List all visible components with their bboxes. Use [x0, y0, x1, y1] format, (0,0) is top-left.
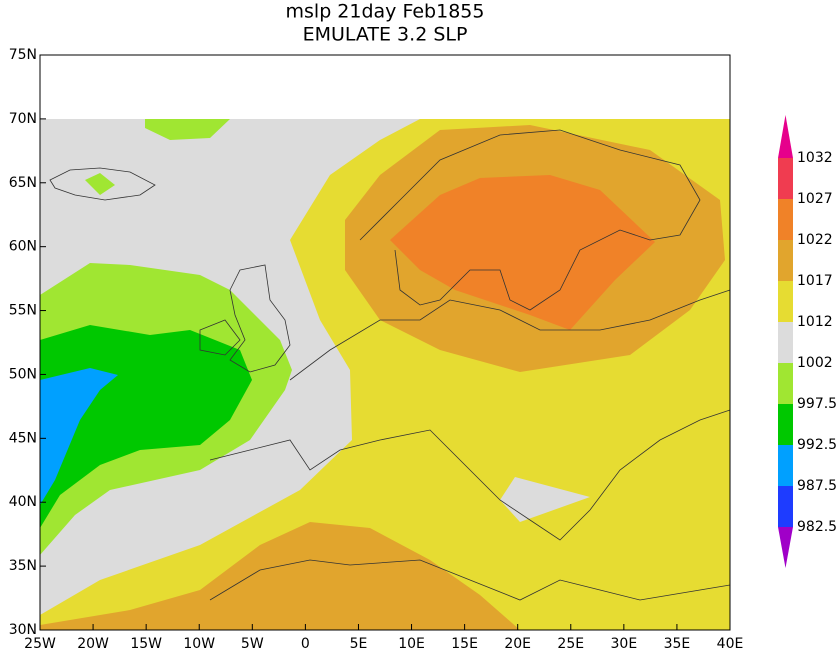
y-tick-label: 70N — [9, 111, 37, 127]
x-tick-label: 20W — [77, 636, 109, 651]
y-tick-label: 35N — [9, 558, 37, 574]
x-tick-label: 40E — [717, 636, 744, 651]
y-tick-label: 45N — [9, 430, 37, 446]
y-tick-label: 65N — [9, 175, 37, 191]
y-tick-label: 55N — [9, 303, 37, 319]
coastline — [49, 167, 156, 201]
map-frame — [39, 54, 731, 631]
colorbar-label: 1032 — [797, 150, 833, 166]
y-tick-label: 40N — [9, 494, 37, 510]
colorbar-label: 987.5 — [797, 478, 836, 494]
colorbar-label: 982.5 — [797, 519, 836, 535]
x-tick-label: 20E — [504, 636, 531, 651]
x-tick-label: 5E — [350, 636, 368, 651]
lightgreen-region — [145, 119, 230, 140]
colorbar-segment — [778, 199, 793, 240]
colorbar-segment — [778, 322, 793, 363]
title-line: EMULATE 3.2 SLP — [303, 24, 468, 46]
contour-fill — [40, 119, 730, 630]
coastline — [359, 129, 701, 311]
x-tick-label: 25E — [557, 636, 584, 651]
colorbar-label: 1022 — [797, 232, 833, 248]
coastline — [229, 264, 291, 373]
x-tick-label: 5W — [241, 636, 264, 651]
coastline — [289, 289, 731, 381]
coastlines — [49, 129, 731, 601]
orange-region — [390, 175, 655, 330]
y-tick-label: 30N — [9, 622, 37, 638]
coastline — [209, 559, 731, 601]
amber-region — [40, 522, 520, 630]
colorbar-segment — [778, 445, 793, 486]
y-tick-label: 50N — [9, 366, 37, 382]
colorbar-label: 997.5 — [797, 396, 836, 412]
y-tick-label: 75N — [9, 47, 37, 63]
coastline — [199, 319, 241, 356]
x-tick-label: 15E — [451, 636, 478, 651]
colorbar-segment — [778, 158, 793, 199]
x-tick-label: 15W — [130, 636, 162, 651]
x-tick-label: 0 — [301, 636, 310, 651]
gray-region — [500, 477, 590, 522]
x-tick-label: 35E — [664, 636, 691, 651]
blue-region — [40, 368, 118, 505]
colorbar-segment — [778, 281, 793, 322]
colorbar-arrow — [778, 115, 793, 158]
lightgreen-region — [85, 173, 115, 195]
x-tick-label: 25W — [24, 636, 56, 651]
title-line: mslp 21day Feb1855 — [286, 1, 485, 23]
colorbar-label: 1027 — [797, 191, 833, 207]
coastline — [209, 409, 731, 541]
colorbar-segment — [778, 486, 793, 527]
x-tick-label: 30E — [611, 636, 638, 651]
colorbar-segment — [778, 240, 793, 281]
y-tick-label: 60N — [9, 239, 37, 255]
colorbar-segment — [778, 363, 793, 404]
x-tick-label: 10E — [398, 636, 425, 651]
x-tick-label: 10W — [183, 636, 215, 651]
colorbar-label: 1002 — [797, 355, 833, 371]
colorbar-label: 992.5 — [797, 437, 836, 453]
colorbar-label: 1012 — [797, 314, 833, 330]
colorbar-label: 1017 — [797, 273, 833, 289]
colorbar-arrow — [778, 527, 793, 568]
colorbar-segment — [778, 404, 793, 445]
